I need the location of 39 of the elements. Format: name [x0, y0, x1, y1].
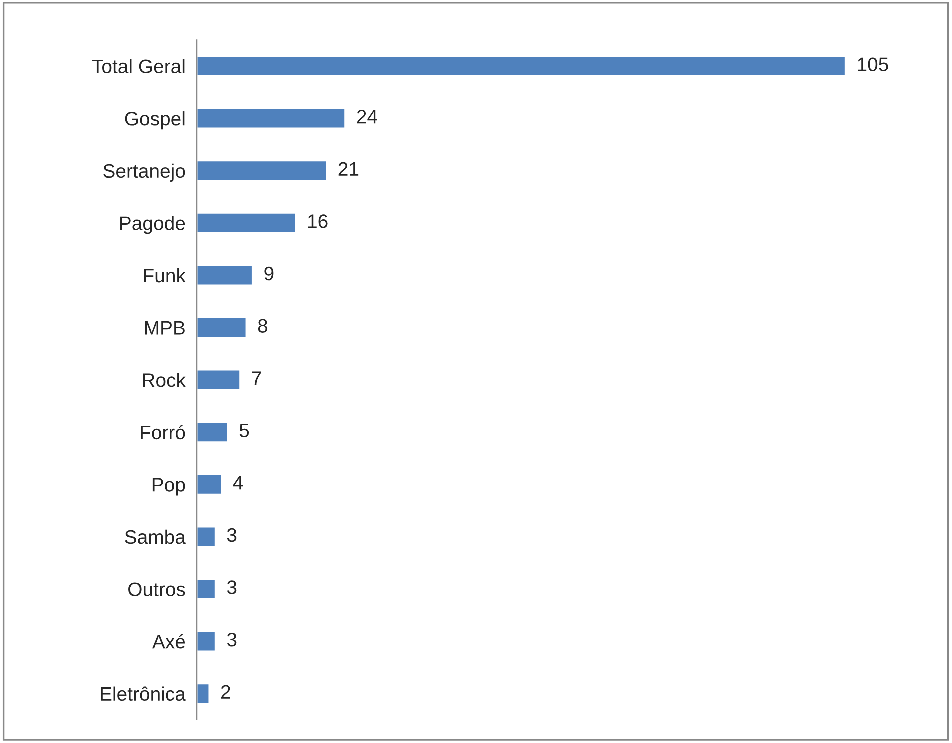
bar: [197, 422, 229, 443]
bar: [197, 56, 846, 77]
y-tick-label: Rock: [143, 373, 186, 388]
y-tick-label: Gospel: [125, 112, 185, 130]
y-tick-label: Outros: [128, 582, 186, 596]
bar: [197, 683, 210, 704]
data-label: 9: [264, 266, 274, 281]
bar: [197, 474, 222, 496]
bar: [197, 630, 216, 652]
y-tick-label: Total Geral: [92, 59, 185, 74]
bar: [197, 369, 241, 391]
y-tick-label: MPB: [145, 321, 185, 335]
bar: [197, 264, 254, 286]
y-tick-label: Pagode: [120, 216, 186, 234]
bar: [197, 526, 216, 548]
bar: [197, 317, 248, 338]
y-tick-label: Forró: [141, 425, 186, 440]
data-label: 3: [227, 632, 237, 647]
data-label: 3: [227, 580, 237, 594]
data-label: 16: [308, 214, 328, 228]
y-tick-label: Axé: [152, 634, 186, 649]
y-tick-label: Samba: [125, 530, 186, 544]
data-label: 8: [258, 319, 268, 333]
bar: [197, 212, 297, 234]
data-label: 105: [858, 58, 888, 72]
y-tick-label: Funk: [144, 268, 186, 283]
data-label: 7: [252, 372, 262, 386]
data-label: 24: [357, 110, 378, 124]
data-label: 21: [338, 162, 359, 176]
data-label: 4: [233, 476, 244, 490]
y-tick-label: Eletrônica: [101, 686, 186, 702]
data-label: 3: [227, 528, 237, 542]
data-label: 2: [222, 685, 230, 699]
y-tick-label: Sertanejo: [104, 164, 186, 182]
data-label: 5: [240, 424, 250, 438]
bar: [197, 108, 346, 130]
bar: [197, 160, 328, 182]
y-tick-label: Pop: [152, 478, 186, 496]
bar: [197, 578, 216, 600]
